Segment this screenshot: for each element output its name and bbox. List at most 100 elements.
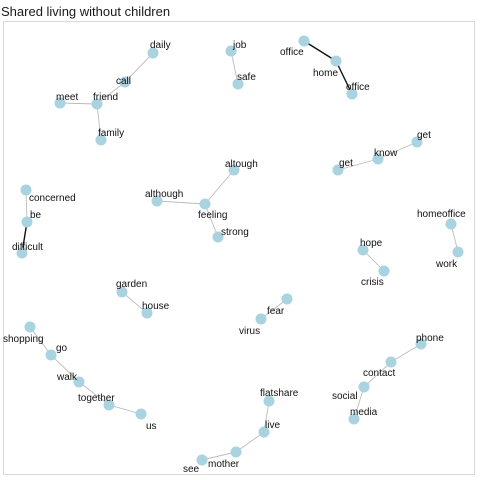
node-home — [330, 55, 342, 67]
node-label-go: go — [56, 343, 68, 354]
edge-social-media — [353, 386, 365, 420]
node-crisis — [378, 265, 390, 277]
node-label-fear: fear — [267, 306, 285, 317]
edge-live-mother — [235, 431, 265, 453]
node-label-daily: daily — [150, 40, 171, 51]
node-meet — [54, 97, 66, 109]
node-us — [135, 408, 147, 420]
node-label-know: know — [374, 148, 398, 159]
node-label-live: live — [265, 420, 280, 431]
edge-office1-home — [303, 40, 337, 62]
page-title: Shared living without children — [1, 4, 171, 19]
node-label-hope: hope — [360, 238, 383, 249]
node-flatshare — [263, 395, 275, 407]
node-phone — [415, 338, 427, 350]
node-social — [358, 381, 370, 393]
node-call — [119, 76, 131, 88]
node-label-home: home — [313, 68, 338, 79]
edge-shopping-go — [29, 326, 52, 356]
node-label-work: work — [435, 259, 458, 270]
node-live — [258, 426, 270, 438]
edge-walk-together — [78, 381, 110, 406]
node-label-difficult: difficult — [12, 242, 43, 253]
node-see — [196, 454, 208, 466]
node-difficult — [16, 247, 28, 259]
edge-although-feeling — [156, 200, 206, 205]
edge-together-us — [108, 404, 142, 415]
node-altough — [228, 164, 240, 176]
node-label-see: see — [183, 464, 200, 475]
node-label-family: family — [98, 128, 124, 139]
node-label-social: social — [332, 391, 358, 402]
node-layer — [16, 35, 464, 466]
edge-phone-contact — [390, 343, 422, 363]
edge-friend-family — [96, 103, 102, 141]
node-although — [151, 195, 163, 207]
node-go — [45, 349, 57, 361]
node-fear — [281, 293, 293, 305]
node-label-job: job — [232, 40, 247, 51]
node-label-call: call — [116, 76, 131, 87]
node-be — [21, 216, 33, 228]
edge-job-safe — [230, 50, 239, 85]
node-label-media: media — [350, 407, 378, 418]
plot-panel — [3, 21, 475, 475]
node-together — [103, 399, 115, 411]
node-hope — [357, 244, 369, 256]
node-label-shopping: shopping — [3, 334, 44, 345]
node-label-office2: office — [346, 82, 370, 93]
node-shopping — [24, 321, 36, 333]
node-friend — [91, 98, 103, 110]
node-label-safe: safe — [237, 72, 256, 83]
node-garden — [116, 286, 128, 298]
node-label-strong: strong — [221, 227, 249, 238]
node-label-although: although — [145, 189, 183, 200]
edge-mother-see — [201, 451, 237, 461]
node-label-garden: garden — [116, 279, 147, 290]
node-label-feeling: feeling — [198, 210, 227, 221]
node-family — [95, 134, 107, 146]
edge-contact-social — [363, 361, 392, 388]
node-label-altough: altough — [225, 159, 258, 170]
node-label-crisis: crisis — [361, 277, 384, 288]
node-label-be: be — [30, 210, 42, 221]
node-label-contact: contact — [363, 368, 395, 379]
node-contact — [385, 356, 397, 368]
node-label-meet: meet — [56, 92, 78, 103]
node-label-concerned: concerned — [29, 193, 76, 204]
node-get1 — [411, 136, 423, 148]
node-media — [348, 413, 360, 425]
node-label-homeoffice: homeoffice — [417, 209, 466, 220]
node-concerned — [20, 184, 32, 196]
node-homeoffice — [445, 218, 457, 230]
node-work — [452, 246, 464, 258]
edge-know-get2 — [337, 158, 379, 171]
node-label-get1: get — [417, 130, 431, 141]
node-daily — [147, 47, 159, 59]
node-label-get2: get — [339, 158, 353, 169]
edge-altough-feeling — [204, 169, 235, 205]
edge-daily-call — [124, 52, 154, 83]
edge-home-office2 — [335, 60, 353, 95]
node-mother — [230, 446, 242, 458]
node-label-us: us — [146, 421, 157, 432]
node-label-walk: walk — [56, 372, 78, 383]
node-label-together: together — [78, 393, 115, 404]
node-label-mother: mother — [208, 459, 240, 470]
node-label-phone: phone — [416, 333, 444, 344]
edge-get1-know — [377, 141, 418, 160]
node-label-office1: office — [280, 47, 304, 58]
node-office1 — [298, 35, 310, 47]
node-walk — [73, 376, 85, 388]
node-office2 — [346, 88, 358, 100]
edge-friend-meet — [59, 102, 98, 105]
node-strong — [212, 231, 224, 243]
node-label-house: house — [142, 301, 170, 312]
edge-call-friend — [96, 81, 126, 105]
node-virus — [255, 313, 267, 325]
node-house — [141, 307, 153, 319]
node-label-friend: friend — [93, 92, 118, 103]
node-know — [372, 153, 384, 165]
node-safe — [232, 78, 244, 90]
node-get2 — [332, 164, 344, 176]
